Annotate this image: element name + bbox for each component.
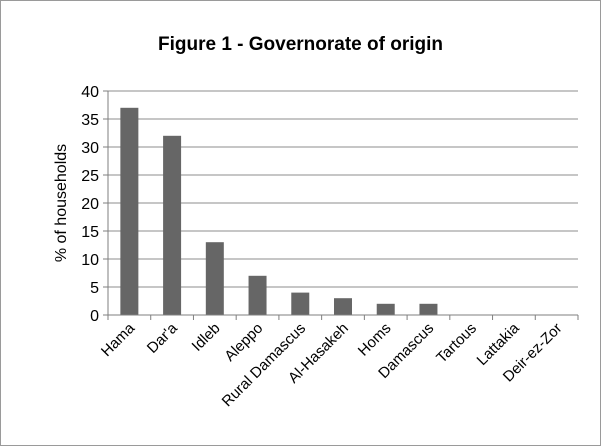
- chart-title: Figure 1 - Governorate of origin: [157, 34, 444, 55]
- bar-hama: [120, 107, 139, 315]
- x-tick-label: Idleb: [189, 320, 224, 355]
- x-tick-label: Hama: [98, 319, 139, 360]
- x-tick-label: Dar'a: [144, 319, 182, 357]
- bar-dar-a: [163, 135, 182, 315]
- y-tick-label: 40: [81, 84, 99, 101]
- gridlines: [108, 90, 578, 288]
- bar-homs: [376, 303, 395, 315]
- y-tick-label: 10: [81, 252, 99, 269]
- bars: [120, 107, 438, 315]
- x-tick-label: Homs: [355, 320, 395, 360]
- bar-rural-damascus: [291, 292, 310, 315]
- y-axis-label: % of households: [53, 144, 70, 262]
- y-tick-label: 25: [81, 168, 99, 185]
- y-tick-labels: 0 5 10 15 20 25 30 35 40: [81, 84, 99, 325]
- bar-aleppo: [248, 275, 267, 315]
- x-tick-label: Tartous: [433, 320, 480, 367]
- bar-al-hasakeh: [334, 298, 352, 315]
- y-tick-label: 5: [90, 280, 99, 297]
- axes: [103, 90, 579, 320]
- y-tick-label: 30: [81, 140, 99, 157]
- bar-idleb: [205, 242, 224, 315]
- y-tick-label: 35: [81, 112, 99, 129]
- y-tick-label: 15: [81, 224, 99, 241]
- y-tick-label: 0: [90, 308, 99, 325]
- y-tick-label: 20: [81, 196, 99, 213]
- bar-damascus: [419, 303, 438, 315]
